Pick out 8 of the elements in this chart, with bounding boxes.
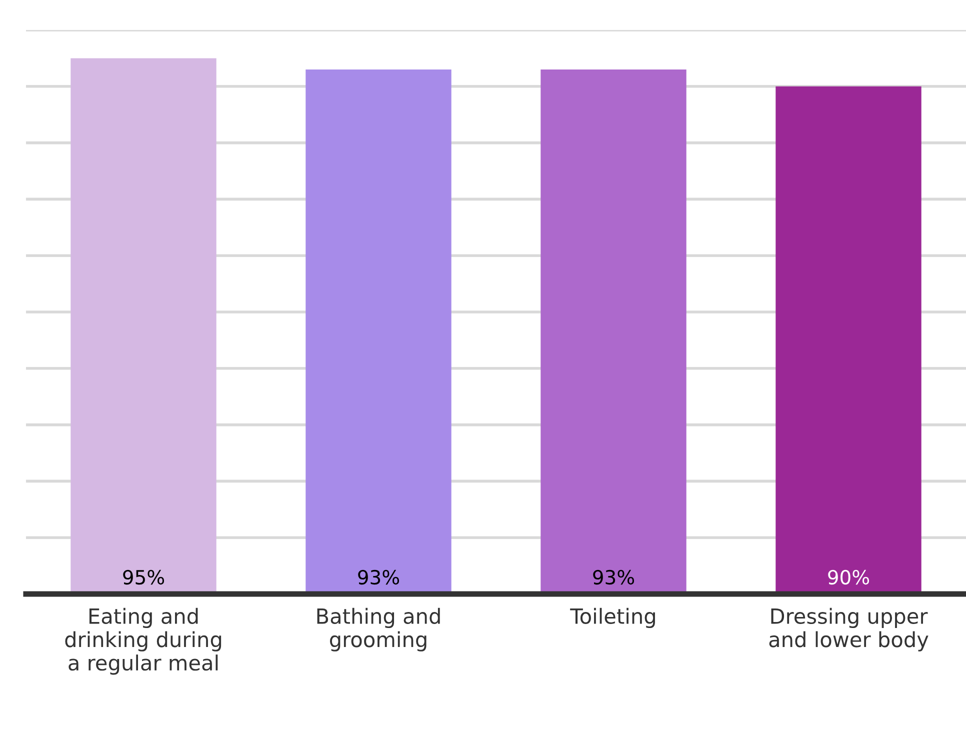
x-tick-label: Toileting [570,608,655,628]
data-label: 93% [593,570,634,585]
data-label: 90% [828,570,870,585]
x-tick-label: Eating and drinking during a regular meal [65,608,222,675]
x-tick-label: Bathing and grooming [317,608,440,652]
data-label: 95% [123,570,164,585]
x-tick-label: Dressing upper and lower body [769,608,928,652]
data-label: 93% [358,570,400,585]
